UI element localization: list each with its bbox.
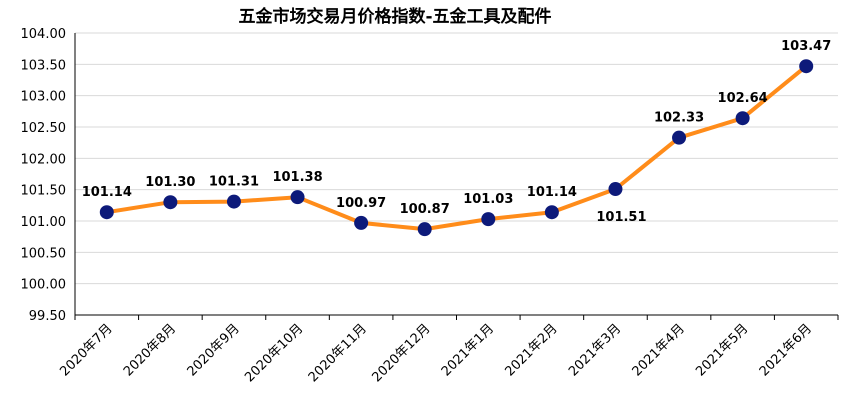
data-label: 102.64 <box>718 91 768 106</box>
y-tick-label: 102.50 <box>21 121 67 136</box>
y-tick-label: 103.50 <box>21 58 67 73</box>
x-tick-label: 2021年3月 <box>566 321 624 379</box>
y-tick-label: 103.00 <box>21 90 67 105</box>
data-label: 101.14 <box>82 185 132 200</box>
y-tick-label: 100.50 <box>21 246 67 261</box>
x-tick-label: 2020年8月 <box>121 321 179 379</box>
x-tick-label: 2020年7月 <box>57 321 115 379</box>
gridlines <box>75 32 838 316</box>
data-point-marker <box>226 194 241 209</box>
y-tick-label: 101.00 <box>21 215 67 230</box>
x-tick-label: 2021年1月 <box>439 321 497 379</box>
x-tick-label: 2021年6月 <box>757 321 815 379</box>
chart-title: 五金市场交易月价格指数-五金工具及配件 <box>238 6 551 27</box>
y-tick-label: 101.50 <box>21 184 67 199</box>
data-label: 100.97 <box>336 196 386 211</box>
data-point-marker <box>163 195 178 210</box>
y-tick-label: 99.50 <box>29 309 66 324</box>
x-tick-label: 2020年9月 <box>185 321 243 379</box>
series-line <box>104 64 809 232</box>
data-point-marker <box>799 59 814 74</box>
data-label: 101.31 <box>209 175 259 190</box>
x-tick-label: 2021年4月 <box>630 321 688 379</box>
data-point-marker <box>481 212 496 227</box>
data-label: 101.03 <box>463 192 513 207</box>
data-point-marker <box>608 182 623 197</box>
x-tick-label: 2021年5月 <box>693 321 751 379</box>
axes <box>74 33 839 320</box>
data-label: 101.51 <box>596 210 646 225</box>
data-point-marker <box>417 222 432 237</box>
x-tick-label: 2020年12月 <box>369 321 433 385</box>
y-tick-label: 100.00 <box>21 278 67 293</box>
data-point-marker <box>544 205 559 220</box>
x-tick-label: 2020年10月 <box>242 321 306 385</box>
x-tick-label: 2020年11月 <box>306 321 370 385</box>
y-tick-label: 102.00 <box>21 152 67 167</box>
x-axis-ticks: 2020年7月 2020年8月 2020年9月 2020年10月 2020年11月 202… <box>57 321 815 385</box>
data-point-marker <box>735 111 750 126</box>
data-point-marker <box>672 130 687 145</box>
series <box>99 59 814 237</box>
data-label: 100.87 <box>400 202 450 217</box>
data-labels: 101.14 101.30 101.31 101.38 100.97 100.87 101.… <box>82 39 832 225</box>
data-point-marker <box>99 205 114 220</box>
y-tick-label: 104.00 <box>21 27 67 42</box>
data-label: 102.33 <box>654 111 704 126</box>
data-label: 103.47 <box>781 39 831 54</box>
data-label: 101.30 <box>145 175 195 190</box>
data-label: 101.38 <box>272 170 322 185</box>
y-axis-ticks: 104.00 103.50 103.00 102.50 102.00 101.50 101.… <box>21 27 67 324</box>
data-point-marker <box>354 215 369 230</box>
x-tick-label: 2021年2月 <box>502 321 560 379</box>
data-point-marker <box>290 190 305 205</box>
data-label: 101.14 <box>527 185 577 200</box>
